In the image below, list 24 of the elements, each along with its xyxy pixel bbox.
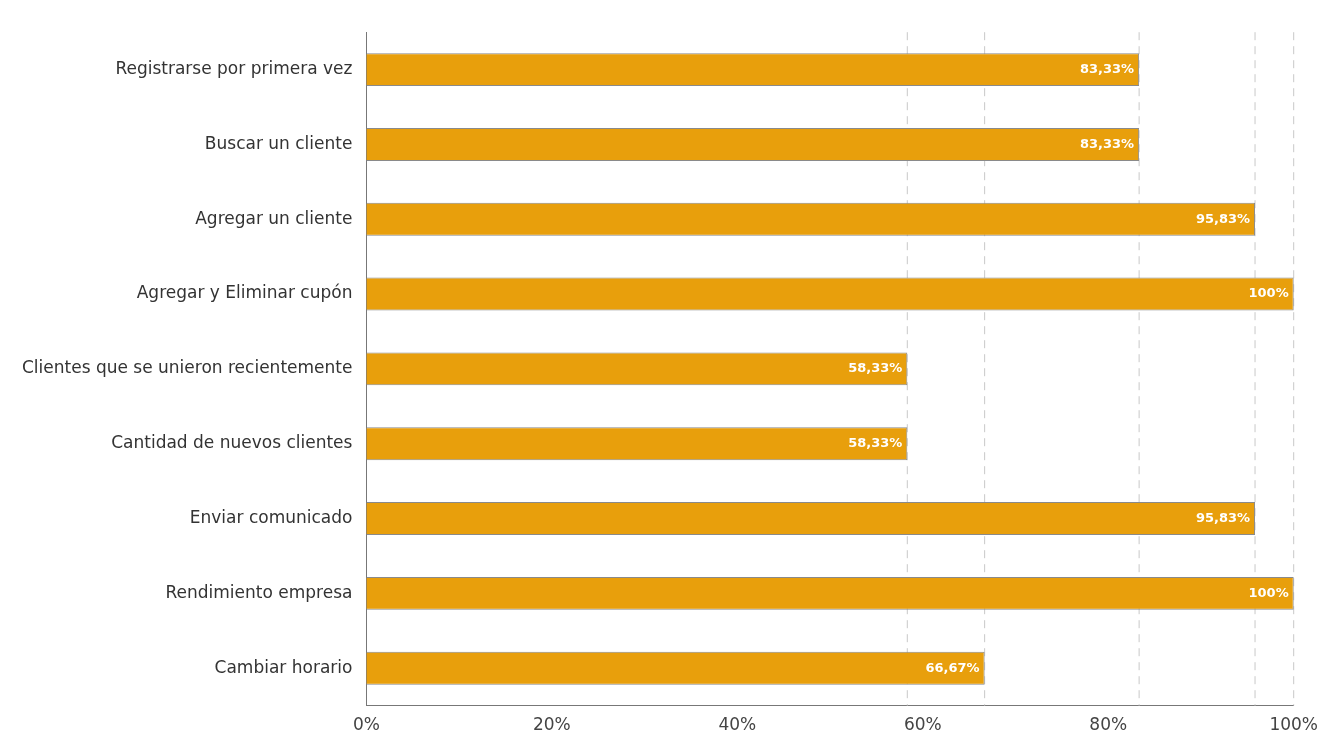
- y-tick-label: Registrarse por primera vez: [115, 58, 353, 79]
- data-label: 58,33%: [848, 360, 903, 376]
- y-tick-label: Cambiar horario: [214, 656, 353, 677]
- x-tick-label: 60%: [903, 714, 942, 735]
- y-tick-label: Buscar un cliente: [204, 132, 353, 153]
- x-tick-label: 80%: [1089, 714, 1128, 735]
- x-tick-label: 0%: [352, 714, 380, 735]
- y-tick-label: Enviar comunicado: [189, 506, 353, 527]
- data-label: 58,33%: [848, 435, 903, 451]
- y-tick-label: Agregar y Eliminar cupón: [136, 282, 353, 303]
- data-label: 83,33%: [1079, 60, 1135, 76]
- data-label: 100%: [1248, 584, 1289, 600]
- y-tick-label: Rendimiento empresa: [165, 581, 353, 602]
- data-label: 66,67%: [925, 659, 980, 675]
- data-label: 95,83%: [1195, 509, 1251, 525]
- x-tick-label: 40%: [718, 714, 757, 735]
- y-tick-label: Cantidad de nuevos clientes: [111, 432, 353, 453]
- data-label: 100%: [1248, 285, 1289, 301]
- data-label: 83,33%: [1079, 135, 1135, 151]
- y-tick-label: Agregar un cliente: [195, 207, 353, 228]
- data-label: 95,83%: [1195, 210, 1251, 226]
- x-tick-label: 100%: [1269, 714, 1318, 735]
- x-tick-label: 20%: [532, 714, 571, 735]
- y-tick-label: Clientes que se unieron recientemente: [21, 357, 353, 378]
